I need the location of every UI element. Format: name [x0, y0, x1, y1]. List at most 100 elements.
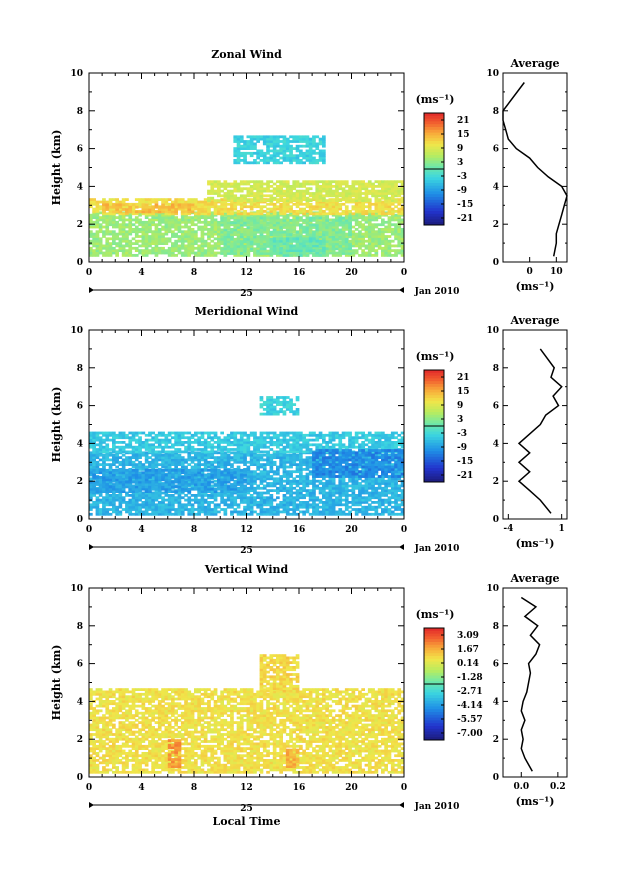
heatmap-cell	[171, 463, 175, 466]
heatmap-cell	[358, 232, 362, 236]
heatmap-cell	[112, 210, 116, 214]
heatmap-cell	[92, 210, 96, 213]
heatmap-cell	[223, 213, 228, 217]
heatmap-cell	[154, 494, 159, 497]
heatmap-cell	[367, 232, 372, 236]
heatmap-cell	[272, 239, 277, 243]
heatmap-cell	[134, 216, 139, 219]
heatmap-cell	[236, 159, 241, 162]
heatmap-cell	[217, 510, 221, 514]
heatmap-cell	[207, 232, 211, 236]
heatmap-cell	[184, 244, 188, 248]
heatmap-cell	[210, 510, 215, 514]
heatmap-cell	[371, 216, 375, 219]
heatmap-cell	[125, 463, 129, 466]
heatmap-cell	[187, 451, 192, 455]
heatmap-cell	[220, 220, 224, 224]
heatmap-cell	[282, 468, 287, 471]
heatmap-cell	[279, 196, 283, 200]
heatmap-cell	[243, 159, 247, 162]
heatmap-cell	[128, 246, 133, 250]
heatmap-cell	[210, 218, 215, 222]
heatmap-cell	[246, 212, 251, 216]
heatmap-cell	[118, 212, 123, 216]
heatmap-cell	[338, 205, 343, 209]
heatmap-cell	[223, 182, 228, 186]
heatmap-cell	[384, 246, 388, 250]
heatmap-cell	[397, 239, 402, 243]
heatmap-cell	[239, 228, 244, 231]
heatmap-cell	[230, 494, 234, 497]
heatmap-cell	[289, 244, 293, 248]
heatmap-cell	[253, 187, 257, 191]
heatmap-cell	[236, 512, 241, 516]
heatmap-cell	[262, 498, 267, 502]
heatmap-cell	[266, 503, 270, 507]
heatmap-cell	[387, 212, 392, 216]
heatmap-cell	[305, 458, 310, 462]
heatmap-cell	[187, 216, 192, 219]
average-title: Average	[509, 57, 559, 70]
heatmap-cell	[312, 252, 316, 255]
heatmap-cell	[318, 207, 323, 211]
heatmap-cell	[203, 508, 208, 511]
heatmap-cell	[305, 199, 310, 202]
heatmap-cell	[282, 154, 287, 158]
heatmap-cell	[138, 510, 142, 514]
heatmap-cell	[220, 216, 224, 220]
heatmap-cell	[121, 246, 126, 250]
heatmap-cell	[131, 228, 136, 231]
heatmap-cell	[230, 216, 234, 220]
heatmap-cell	[246, 226, 251, 229]
heatmap-cell	[299, 154, 303, 158]
heatmap-cell	[338, 202, 343, 206]
heatmap-cell	[197, 218, 201, 222]
heatmap-cell	[249, 505, 254, 509]
heatmap-cell	[315, 142, 320, 146]
heatmap-cell	[174, 220, 178, 224]
heatmap-cell	[157, 216, 162, 219]
heatmap-cell	[335, 180, 339, 184]
heatmap-cell	[171, 208, 175, 211]
heatmap-cell	[210, 216, 215, 219]
heatmap-cell	[223, 196, 228, 200]
heatmap-cell	[138, 228, 142, 231]
heatmap-cell	[200, 501, 205, 504]
heatmap-cell	[253, 463, 257, 466]
heatmap-cell	[312, 212, 316, 216]
heatmap-cell	[236, 187, 241, 191]
heatmap-cell	[92, 202, 96, 206]
heatmap-cell	[253, 225, 257, 229]
heatmap-cell	[325, 223, 329, 227]
heatmap-cell	[381, 239, 385, 243]
heatmap-cell	[397, 251, 402, 255]
heatmap-cell	[115, 460, 119, 464]
heatmap-cell	[210, 205, 215, 209]
heatmap-cell	[253, 237, 257, 241]
heatmap-cell	[246, 465, 251, 469]
heatmap-cell	[292, 182, 297, 186]
heatmap-cell	[322, 135, 326, 139]
heatmap-cell	[341, 228, 346, 231]
heatmap-cell	[348, 235, 352, 239]
heatmap-cell	[338, 192, 343, 195]
heatmap-cell	[358, 223, 362, 227]
heatmap-cell	[361, 249, 365, 252]
heatmap-cell	[371, 249, 375, 252]
heatmap-cell	[230, 237, 234, 241]
heatmap-cell	[285, 221, 290, 225]
heatmap-cell	[177, 205, 182, 209]
heatmap-cell	[125, 223, 129, 227]
heatmap-cell	[233, 221, 238, 225]
heatmap-cell	[177, 244, 182, 248]
heatmap-cell	[102, 460, 106, 464]
heatmap-cell	[299, 189, 303, 193]
heatmap-cell	[256, 252, 260, 255]
heatmap-cell	[187, 508, 192, 511]
heatmap-cell	[230, 223, 234, 227]
heatmap-cell	[144, 235, 149, 238]
heatmap-cell	[266, 498, 270, 502]
heatmap-cell	[190, 465, 195, 469]
heatmap-cell	[272, 154, 277, 158]
heatmap-cell	[279, 237, 283, 241]
